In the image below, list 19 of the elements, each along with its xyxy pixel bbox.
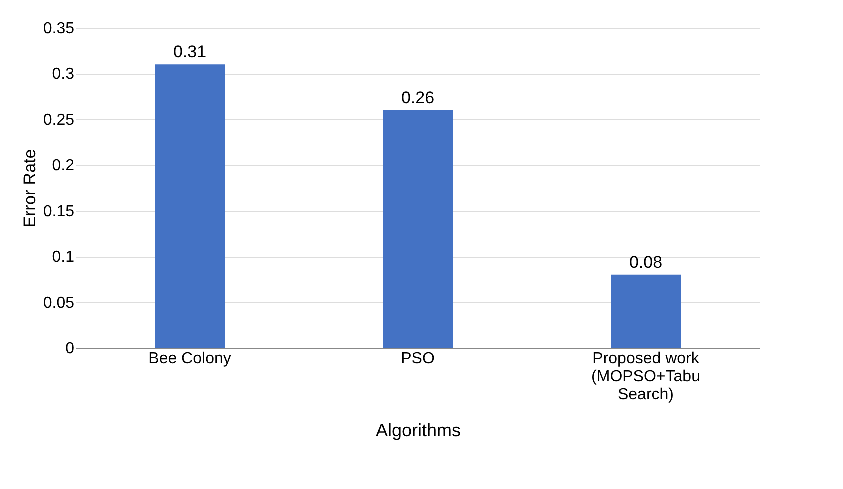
y-axis-title: Error Rate xyxy=(20,149,40,228)
bar xyxy=(383,110,453,348)
y-tick-label: 0.35 xyxy=(43,20,75,38)
x-tick-label: PSO xyxy=(401,350,435,368)
bar xyxy=(611,274,681,348)
y-tick-label: 0.25 xyxy=(43,112,75,129)
y-tick-label: 0.1 xyxy=(52,249,75,266)
bar xyxy=(155,64,225,348)
data-label: 0.26 xyxy=(401,88,435,108)
y-tick-label: 0.15 xyxy=(43,203,75,220)
y-tick-label: 0 xyxy=(66,340,75,358)
y-tick-label: 0.2 xyxy=(52,158,75,175)
data-label: 0.31 xyxy=(173,42,207,62)
x-axis-title: Algorithms xyxy=(376,420,462,440)
x-tick-label: Proposed work (MOPSO+Tabu Search) xyxy=(592,350,700,404)
y-tick-label: 0.3 xyxy=(52,66,75,84)
y-tick-label: 0.05 xyxy=(43,294,75,312)
data-label: 0.08 xyxy=(629,252,663,272)
x-tick-label: Bee Colony xyxy=(148,350,232,368)
